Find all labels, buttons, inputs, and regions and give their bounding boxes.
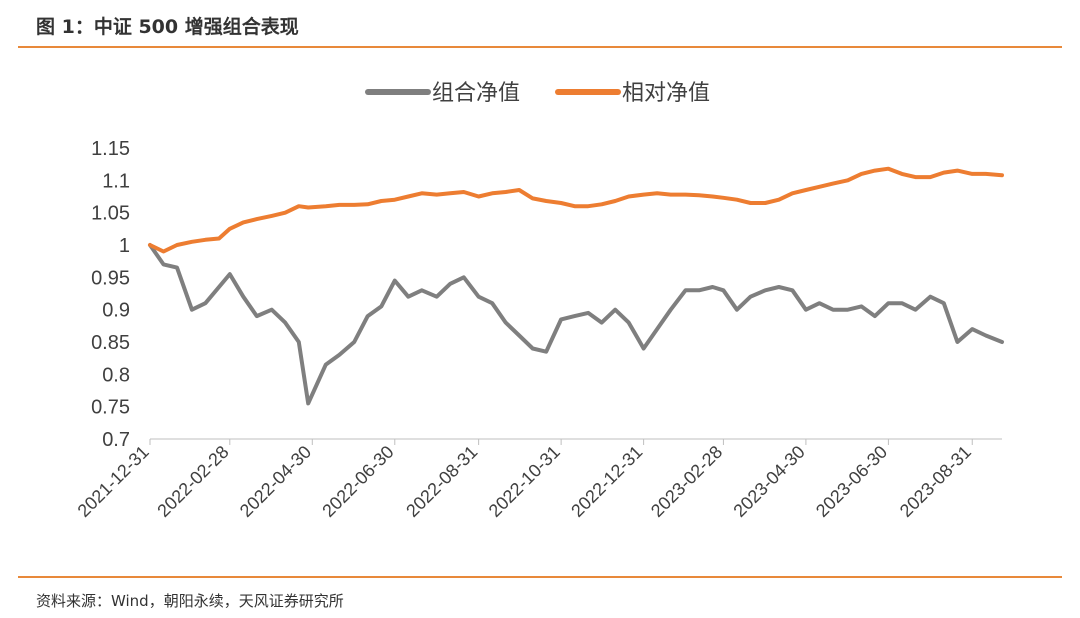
x-tick-label: 2022-04-30	[236, 442, 315, 521]
y-tick-label: 1	[119, 235, 130, 257]
x-tick-label: 2023-06-30	[812, 442, 891, 521]
y-tick-label: 0.75	[91, 397, 130, 419]
x-tick-label: 2023-02-28	[647, 442, 726, 521]
source-note: 资料来源：Wind，朝阳永续，天风证券研究所	[36, 592, 344, 610]
series-line-portfolio	[148, 243, 1004, 406]
y-tick-label: 0.9	[102, 300, 130, 322]
y-tick-label: 1.1	[102, 170, 130, 192]
x-tick-label: 2022-12-31	[567, 442, 646, 521]
x-tick-label: 2022-10-31	[485, 442, 564, 521]
line-chart: 0.7 0.75 0.8 0.85 0.9 0.95 1 1.05 1.1 1.15 2021-12…	[74, 81, 1004, 521]
figure-title: 图 1：中证 500 增强组合表现	[36, 16, 299, 38]
x-tick-label: 2023-08-31	[896, 442, 975, 521]
y-tick-label: 0.85	[91, 332, 130, 354]
series-line-relative	[148, 166, 1004, 254]
legend-label: 相对净值	[622, 81, 710, 106]
x-tick-label: 2022-08-31	[402, 442, 481, 521]
footer-divider	[18, 576, 1062, 578]
header-divider	[18, 46, 1062, 48]
y-tick-label: 1.15	[91, 138, 130, 160]
y-tick-label: 0.8	[102, 364, 130, 386]
x-tick-label: 2022-02-28	[153, 442, 232, 521]
y-tick-label: 1.05	[91, 203, 130, 225]
x-tick-label: 2021-12-31	[74, 442, 153, 521]
x-tick-label: 2023-04-30	[729, 442, 808, 521]
y-tick-label: 0.95	[91, 267, 130, 289]
legend-label: 组合净值	[432, 81, 520, 106]
x-tick-label: 2022-06-30	[318, 442, 397, 521]
y-tick-label: 0.7	[102, 429, 130, 451]
